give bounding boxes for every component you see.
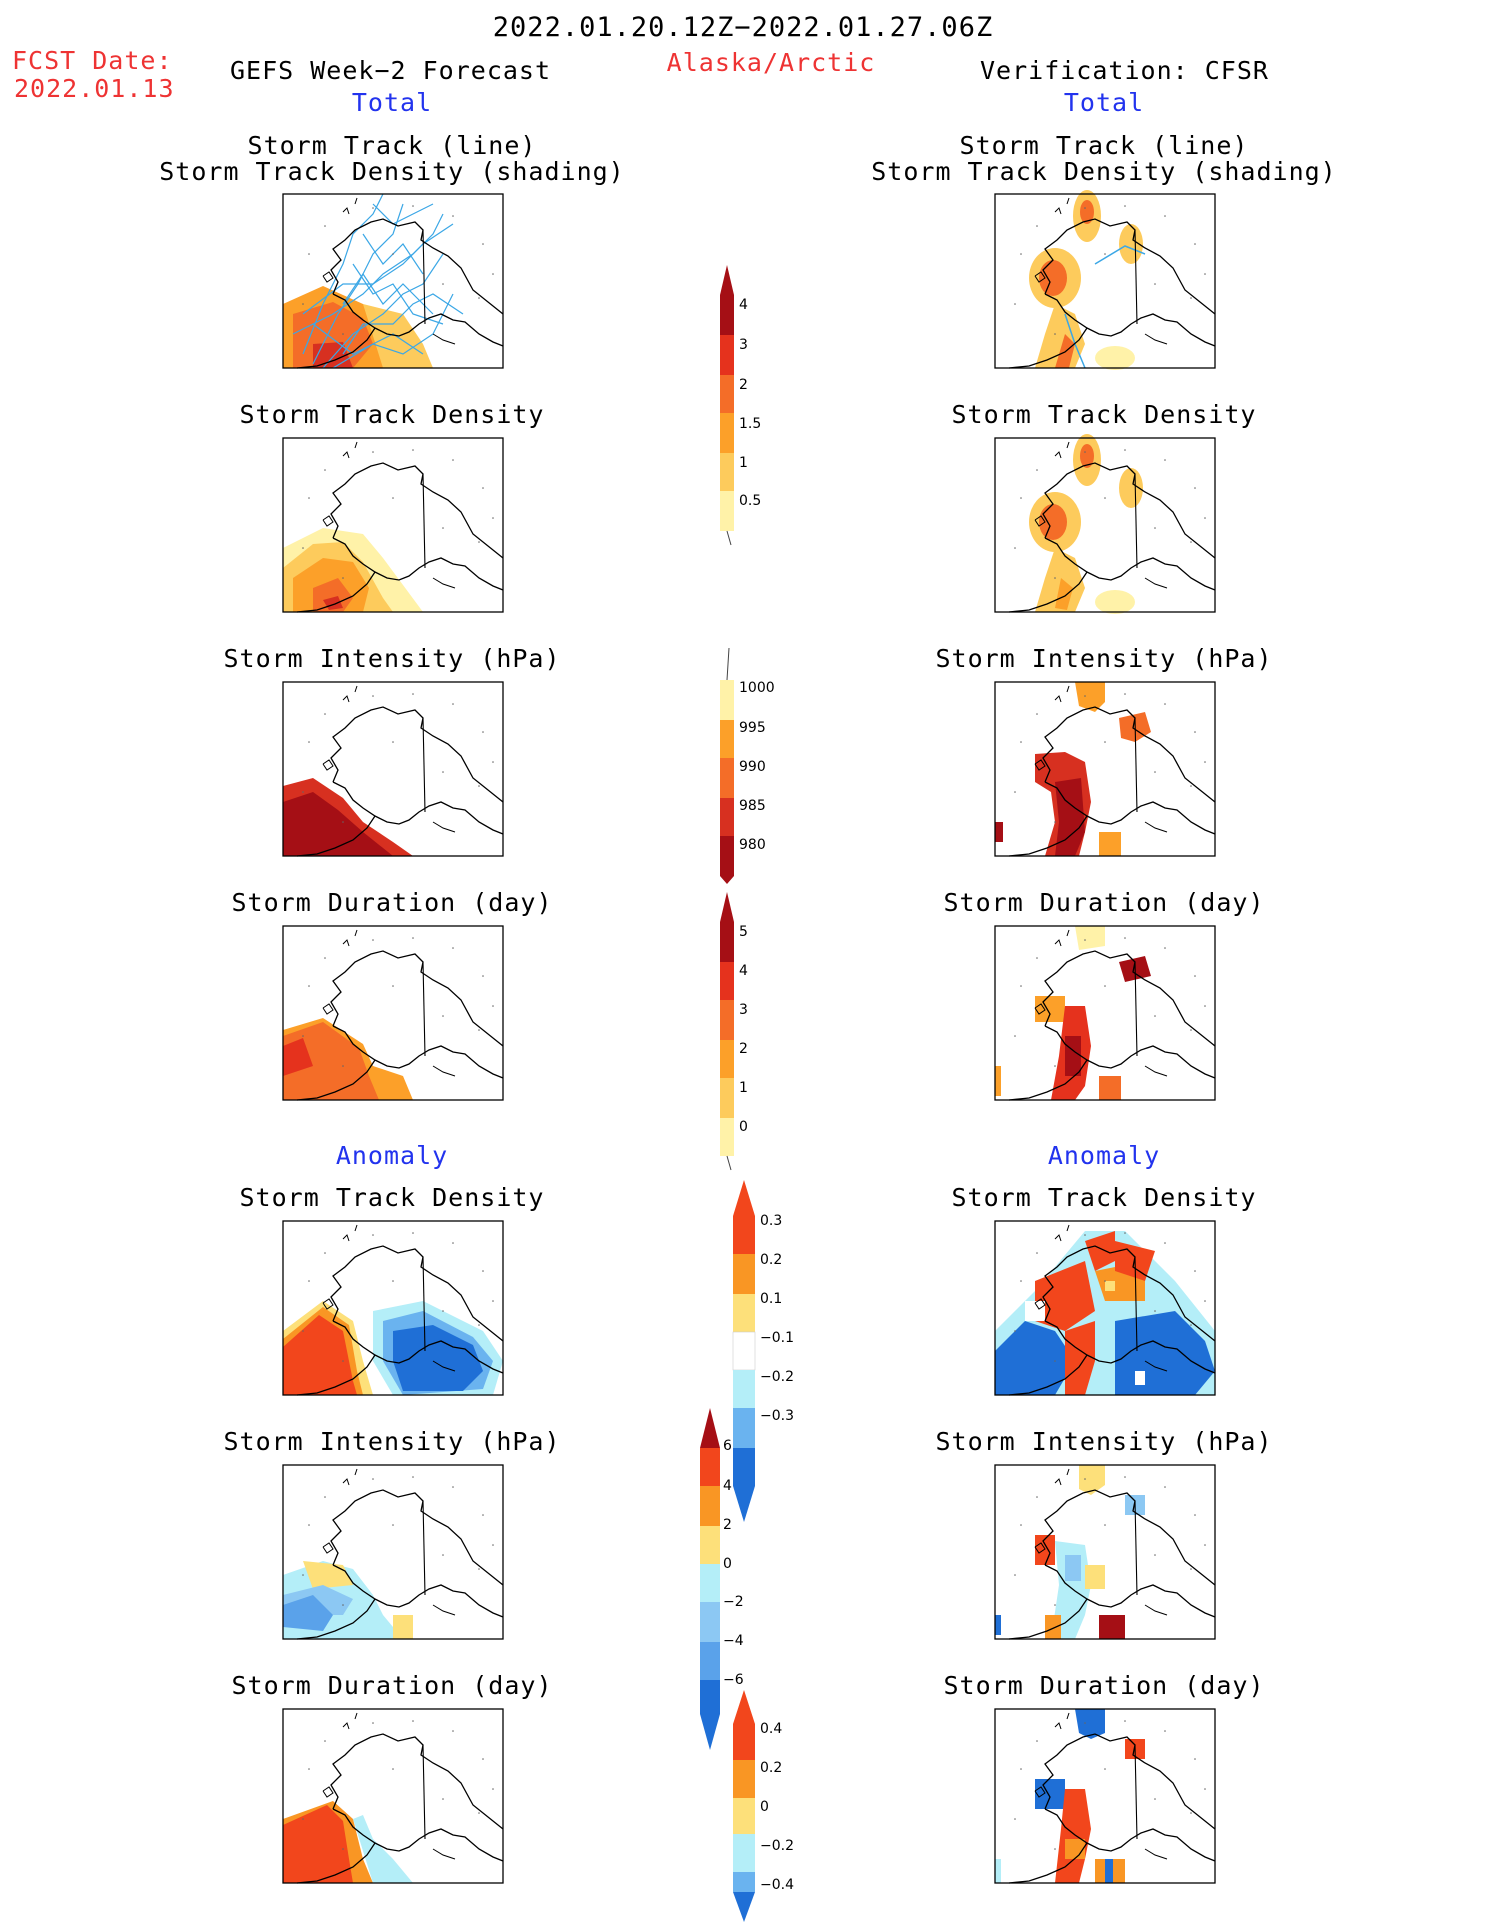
cb-anom-density-tick: 0.1: [760, 1291, 782, 1307]
title-intensity-left: Storm Intensity (hPa): [223, 644, 561, 673]
title-anom-intensity-right: Storm Intensity (hPa): [935, 1427, 1273, 1456]
map-panel-track-left: [282, 193, 504, 369]
gefs-title: GEFS Week−2 Forecast: [230, 56, 552, 85]
date-range-title: 2022.01.20.12Z−2022.01.27.06Z: [492, 12, 994, 43]
cb-density-tick: 1.5: [739, 416, 761, 432]
cb-intensity-tick: 1000: [739, 680, 775, 696]
map-panel-density-right: [994, 434, 1216, 614]
cb-density-tick: 2: [739, 377, 748, 393]
title-track-shading-right: Storm Track Density (shading): [871, 157, 1337, 186]
total-label-right: Total: [1063, 88, 1145, 117]
cb-anom-intensity-tick: 2: [723, 1517, 732, 1533]
title-track-line-right: Storm Track (line): [959, 131, 1249, 160]
cb-anom-intensity-tick: 0: [723, 1556, 732, 1572]
map-panel-anom-duration-right: [994, 1708, 1216, 1884]
cb-anom-density-tick: −0.3: [760, 1408, 794, 1424]
cb-anom-intensity-tick: −2: [723, 1594, 744, 1610]
cb-anom-intensity-tick: −4: [723, 1633, 744, 1649]
total-label-left: Total: [351, 88, 433, 117]
cb-anom-intensity-tick: 4: [723, 1478, 732, 1494]
title-density-right: Storm Track Density: [951, 400, 1257, 429]
map-panel-track-right: [994, 190, 1216, 370]
cb-anom-intensity-tick: 6: [723, 1438, 732, 1454]
cb-anom-duration-tick: −0.4: [760, 1877, 794, 1893]
title-anom-duration-left: Storm Duration (day): [231, 1671, 553, 1700]
map-panel-anom-intensity-left: [282, 1464, 504, 1640]
title-track-line-left: Storm Track (line): [247, 131, 537, 160]
cb-density-tick: 0.5: [739, 493, 761, 509]
cb-duration-tick: 4: [739, 963, 748, 979]
cb-density-tick: 3: [739, 337, 748, 353]
cb-duration-tick: 1: [739, 1080, 748, 1096]
cb-anom-duration-tick: −0.2: [760, 1838, 794, 1854]
title-anom-density-left: Storm Track Density: [239, 1183, 545, 1212]
cb-anom-duration-tick: 0.2: [760, 1760, 782, 1776]
map-panel-duration-left: [282, 925, 504, 1101]
colorbar-density: 4 3 2 1.5 1 0.5: [720, 265, 761, 546]
cb-density-tick: 4: [739, 297, 748, 313]
map-panel-anom-duration-left: [282, 1708, 504, 1884]
colorbar-intensity: 1000 995 990 985 980: [720, 647, 775, 884]
fcst-date: 2022.01.13: [14, 74, 175, 103]
cb-anom-density-tick: −0.1: [760, 1330, 794, 1346]
fcst-label: FCST Date:: [12, 46, 173, 75]
cb-duration-tick: 3: [739, 1002, 748, 1018]
cb-duration-tick: 0: [739, 1119, 748, 1135]
cb-intensity-tick: 995: [739, 720, 766, 736]
cb-anom-duration-tick: 0: [760, 1799, 769, 1815]
map-panel-anom-density-right: [994, 1220, 1216, 1396]
cb-anom-intensity-tick: −6: [723, 1672, 744, 1688]
cb-intensity-tick: 980: [739, 837, 766, 853]
colorbar-anom-duration: 0.4 0.2 0 −0.2 −0.4: [733, 1690, 794, 1922]
cb-density-tick: 1: [739, 455, 748, 471]
cb-anom-duration-tick: 0.4: [760, 1721, 782, 1737]
title-track-shading-left: Storm Track Density (shading): [159, 157, 625, 186]
region-label: Alaska/Arctic: [666, 48, 876, 77]
map-panel-intensity-right: [994, 681, 1216, 857]
cb-duration-tick: 5: [739, 924, 748, 940]
title-density-left: Storm Track Density: [239, 400, 545, 429]
title-anom-density-right: Storm Track Density: [951, 1183, 1257, 1212]
cb-intensity-tick: 985: [739, 798, 766, 814]
map-panel-intensity-left: [282, 681, 504, 857]
map-panel-density-left: [282, 437, 504, 613]
cb-anom-density-tick: 0.3: [760, 1213, 782, 1229]
map-panel-duration-right: [994, 925, 1216, 1101]
map-panel-anom-intensity-right: [994, 1464, 1216, 1640]
verification-title: Verification: CFSR: [980, 56, 1269, 85]
colorbar-anom-intensity: 6 4 2 0 −2 −4 −6: [700, 1408, 744, 1750]
title-duration-left: Storm Duration (day): [231, 888, 553, 917]
title-anom-duration-right: Storm Duration (day): [943, 1671, 1265, 1700]
colorbar-anom-density: 0.3 0.2 0.1 −0.1 −0.2 −0.3: [732, 1180, 794, 1522]
anomaly-label-left: Anomaly: [335, 1141, 449, 1170]
cb-anom-density-tick: 0.2: [760, 1252, 782, 1268]
cb-anom-density-tick: −0.2: [760, 1369, 794, 1385]
title-intensity-right: Storm Intensity (hPa): [935, 644, 1273, 673]
colorbar-duration: 5 4 3 2 1 0: [720, 892, 748, 1171]
cb-intensity-tick: 990: [739, 759, 766, 775]
title-duration-right: Storm Duration (day): [943, 888, 1265, 917]
title-anom-intensity-left: Storm Intensity (hPa): [223, 1427, 561, 1456]
cb-duration-tick: 2: [739, 1041, 748, 1057]
anomaly-label-right: Anomaly: [1047, 1141, 1161, 1170]
map-panel-anom-density-left: [282, 1220, 504, 1396]
